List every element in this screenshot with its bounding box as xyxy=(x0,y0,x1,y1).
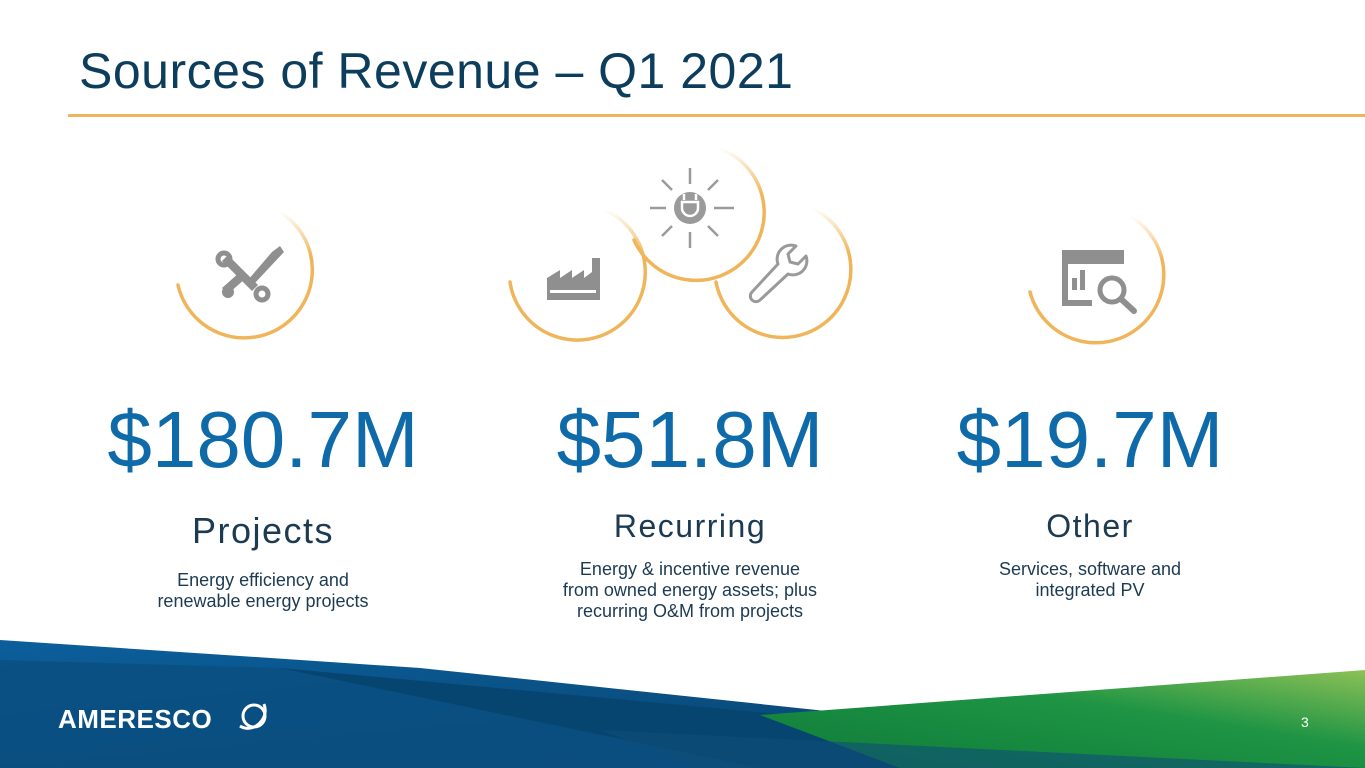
metric-label: Recurring xyxy=(613,508,767,544)
tools-icon-group xyxy=(176,210,315,340)
title-underline xyxy=(68,114,1365,117)
metric-description: Energy & incentive revenue from owned en… xyxy=(480,559,900,622)
factory-icon xyxy=(547,258,600,300)
description-line: from owned energy assets; plus xyxy=(562,580,818,600)
orange-arc-ring xyxy=(1028,214,1166,345)
slide-title: Sources of Revenue – Q1 2021 xyxy=(79,43,794,99)
metric-other: $19.7M Other Services, software and inte… xyxy=(880,400,1300,601)
wrench-icon-group xyxy=(714,206,853,340)
page-number: 3 xyxy=(1301,714,1309,730)
sun-plug-icon-group xyxy=(632,146,766,283)
description-line: recurring O&M from projects xyxy=(576,601,804,621)
metric-value: $51.8M xyxy=(556,395,824,484)
metric-recurring: $51.8M Recurring Energy & incentive reve… xyxy=(480,400,900,622)
metric-value: $19.7M xyxy=(956,395,1224,484)
description-line: Energy efficiency and xyxy=(177,570,349,590)
metric-description: Services, software and integrated PV xyxy=(880,559,1300,601)
description-line: renewable energy projects xyxy=(157,591,369,611)
sun-plug-icon xyxy=(650,168,734,248)
metric-label: Projects xyxy=(191,510,335,551)
description-line: integrated PV xyxy=(1035,580,1145,600)
description-line: Services, software and xyxy=(998,559,1182,579)
orange-arc-ring xyxy=(714,206,853,340)
orange-arc-ring xyxy=(508,208,647,342)
metric-value: $180.7M xyxy=(107,395,419,484)
description-line: Energy & incentive revenue xyxy=(579,559,801,579)
ameresco-logo: AMERESCO xyxy=(58,703,267,734)
logo-globe-icon xyxy=(239,703,267,730)
orange-arc-ring xyxy=(176,210,315,340)
metric-projects: $180.7M Projects Energy efficiency and r… xyxy=(53,400,473,612)
orange-arc-ring xyxy=(632,146,766,283)
factory-icon-group xyxy=(508,208,647,342)
metric-label: Other xyxy=(1046,508,1134,544)
metric-description: Energy efficiency and renewable energy p… xyxy=(53,570,473,612)
tools-icon xyxy=(215,246,284,303)
logo-text: AMERESCO xyxy=(58,704,212,734)
analytics-icon-group xyxy=(1028,214,1166,345)
analytics-search-icon xyxy=(1062,250,1137,314)
wrench-icon xyxy=(748,243,809,304)
